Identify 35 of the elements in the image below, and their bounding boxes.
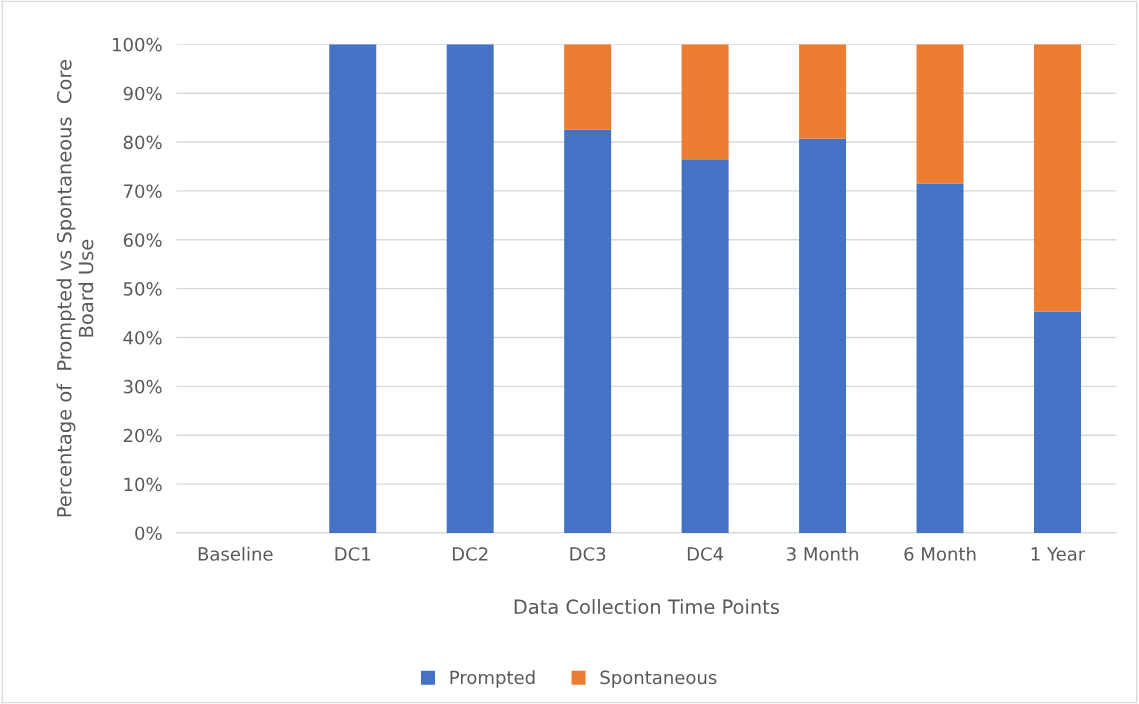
bar bbox=[799, 44, 847, 139]
bar bbox=[916, 183, 964, 533]
y-tick-label: 0% bbox=[135, 526, 162, 541]
y-tick-label: 60% bbox=[123, 233, 162, 247]
y-tick-label: 90% bbox=[123, 86, 162, 101]
bar bbox=[329, 44, 377, 533]
x-tick-label: DC1 bbox=[335, 547, 371, 561]
y-tick-label: 100% bbox=[113, 37, 162, 52]
x-tick-label: Baseline bbox=[198, 546, 273, 561]
bar bbox=[799, 138, 847, 533]
y-axis-title: Percentage of Prompted vs Spontaneous Core Board Use bbox=[56, 60, 94, 517]
bar bbox=[564, 44, 612, 130]
y-tick-label: 10% bbox=[124, 477, 162, 492]
y-tick-label: 70% bbox=[124, 184, 162, 199]
bar bbox=[1034, 44, 1081, 312]
y-tick-label: 30% bbox=[123, 379, 162, 394]
y-tick-label: 40% bbox=[123, 330, 162, 345]
x-tick-label: DC2 bbox=[452, 547, 488, 561]
x-axis-title: Data Collection Time Points bbox=[514, 599, 779, 615]
legend-label: Spontaneous bbox=[600, 670, 717, 688]
bar bbox=[446, 44, 494, 533]
bar bbox=[916, 44, 964, 184]
x-tick-label: DC3 bbox=[570, 547, 606, 561]
y-tick-label: 80% bbox=[123, 135, 162, 150]
x-tick-label: 1 Year bbox=[1031, 547, 1086, 561]
x-tick-label: 6 Month bbox=[904, 546, 976, 561]
bar bbox=[681, 159, 729, 533]
legend-label: Prompted bbox=[450, 670, 535, 688]
bar bbox=[1034, 311, 1081, 533]
bar bbox=[681, 44, 729, 160]
y-tick-label: 20% bbox=[123, 428, 162, 443]
y-tick-label: 50% bbox=[123, 282, 162, 296]
x-tick-label: DC4 bbox=[687, 547, 724, 561]
x-tick-label: 3 Month bbox=[787, 546, 858, 561]
bar bbox=[564, 129, 612, 533]
